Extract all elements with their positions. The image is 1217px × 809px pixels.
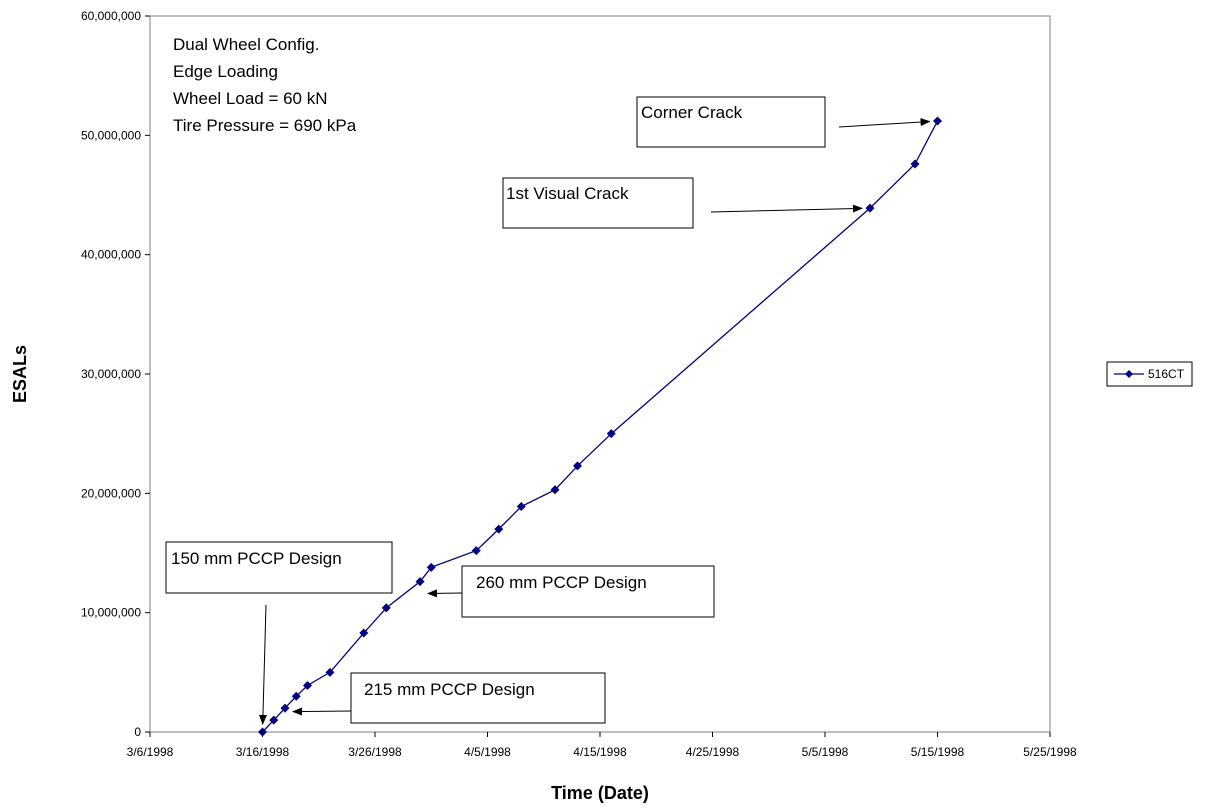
x-tick-label: 4/25/1998 <box>686 745 740 759</box>
data-point <box>280 703 290 713</box>
x-tick-label: 4/5/1998 <box>464 745 511 759</box>
callout-arrows <box>258 118 931 726</box>
data-point <box>606 429 616 439</box>
note-line: Tire Pressure = 690 kPa <box>173 116 357 135</box>
callout-arrow <box>838 118 931 128</box>
data-point <box>573 461 582 471</box>
callout-260mm: 260 mm PCCP Design <box>476 573 647 592</box>
x-tick-label: 5/5/1998 <box>802 745 849 759</box>
data-point <box>291 691 301 701</box>
y-tick-label: 20,000,000 <box>81 486 141 500</box>
callout-arrow <box>710 204 864 213</box>
x-axis-ticks: 3/6/1998 3/16/1998 3/26/1998 4/5/1998 4/15/1… <box>127 732 1077 759</box>
callout-box <box>636 96 826 148</box>
y-tick-label: 30,000,000 <box>81 367 141 381</box>
callout-box <box>165 541 393 594</box>
data-point <box>933 116 942 126</box>
callout-box <box>350 672 606 724</box>
x-tick-label: 5/25/1998 <box>1023 745 1077 759</box>
legend-label: 516CT <box>1148 367 1185 381</box>
x-tick-label: 3/6/1998 <box>127 745 174 759</box>
note-line: Wheel Load = 60 kN <box>173 89 328 108</box>
series-markers-516CT <box>258 116 942 737</box>
y-tick-label: 40,000,000 <box>81 248 141 262</box>
data-point <box>550 485 560 495</box>
data-point <box>269 715 279 725</box>
x-axis-title: Time (Date) <box>551 783 649 803</box>
y-tick-label: 10,000,000 <box>81 606 141 620</box>
data-point <box>494 524 504 534</box>
y-tick-label: 0 <box>134 725 141 739</box>
data-point <box>359 628 369 638</box>
x-tick-label: 5/15/1998 <box>911 745 965 759</box>
note-line: Dual Wheel Config. <box>173 35 319 54</box>
data-point <box>258 727 267 737</box>
callout-box <box>502 177 694 229</box>
data-point <box>415 577 425 587</box>
data-point <box>471 546 481 556</box>
note-line: Edge Loading <box>173 62 278 81</box>
y-tick-label: 60,000,000 <box>81 9 141 23</box>
data-point <box>426 562 436 572</box>
callout-arrow <box>258 604 267 726</box>
data-point <box>865 203 875 213</box>
legend: 516CT <box>1106 361 1193 387</box>
legend-marker-swatch <box>1125 370 1133 378</box>
callouts: Corner Crack 1st Visual Crack 150 mm PCC… <box>165 96 826 724</box>
x-tick-label: 3/26/1998 <box>348 745 402 759</box>
data-point <box>516 501 526 511</box>
data-point <box>381 603 391 613</box>
x-tick-label: 3/16/1998 <box>236 745 290 759</box>
callout-first-visual-crack: 1st Visual Crack <box>506 184 629 203</box>
callout-arrow <box>291 707 352 716</box>
y-axis-title: ESALs <box>10 345 30 403</box>
conditions-note: Dual Wheel Config. Edge Loading Wheel Lo… <box>173 35 357 135</box>
data-point <box>325 667 335 677</box>
y-axis-ticks: 0 10,000,000 20,000,000 30,000,000 40,000,00… <box>81 9 150 739</box>
x-tick-label: 4/15/1998 <box>573 745 627 759</box>
data-point <box>303 680 312 690</box>
callout-215mm: 215 mm PCCP Design <box>364 680 535 699</box>
callout-corner-crack: Corner Crack <box>641 103 743 122</box>
callout-box <box>461 565 715 618</box>
callout-150mm: 150 mm PCCP Design <box>171 549 342 568</box>
data-point <box>910 159 920 169</box>
y-tick-label: 50,000,000 <box>81 128 141 142</box>
